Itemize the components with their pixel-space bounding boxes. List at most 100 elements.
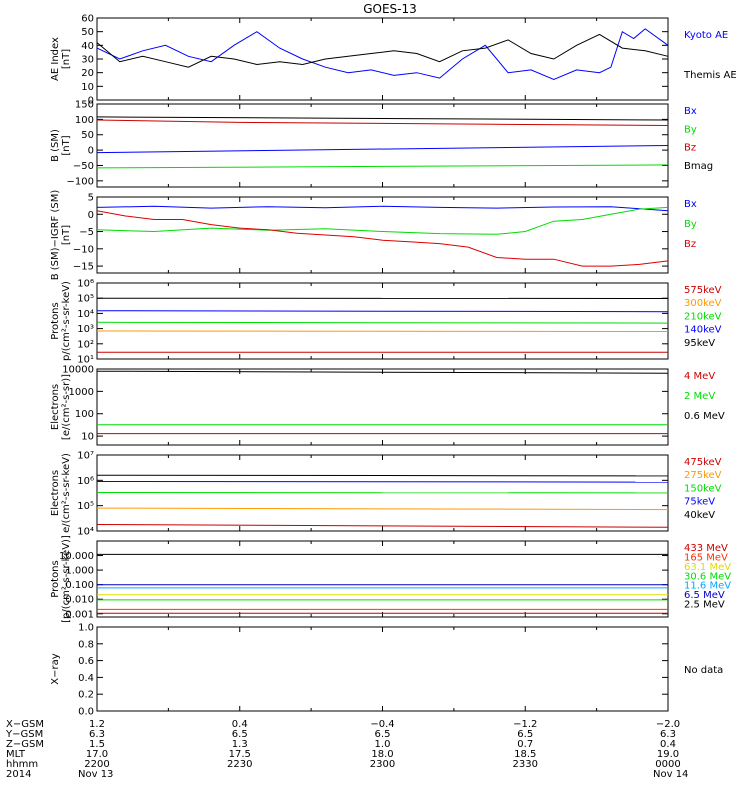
footer: X−GSMY−GSMZ−GSMMLThhmm20141.26.31.517.02…	[5, 719, 688, 780]
panel-protons_kev: 10¹ 10² 10³ 10⁴ 10⁵ 10⁶ Protons p/(cm²-s-sr-keV…	[50, 279, 722, 366]
footer-value: 1.0	[375, 739, 391, 750]
y-tick-label: 1.0	[78, 623, 94, 634]
legend-entry: 11.6 MeV	[684, 581, 731, 592]
legend-entry: By	[684, 124, 697, 135]
legend-entry: 140keV	[684, 325, 722, 336]
series-line-275kev	[96, 507, 669, 511]
y-axis-label: AE Index [nT]	[50, 37, 72, 81]
footer-row-label: X−GSM	[6, 719, 44, 730]
series-line-bz	[96, 210, 669, 267]
y-tick-label: 10	[81, 432, 94, 443]
y-axis-label-line1: AE Index	[50, 37, 61, 81]
footer-row-label: 2014	[6, 769, 31, 780]
y-tick-label: 10¹	[77, 355, 94, 366]
panel-frame	[96, 196, 669, 274]
footer-value: 0.4	[232, 719, 248, 730]
chart-title: GOES-13	[363, 2, 417, 16]
legend-entry: 150keV	[684, 483, 722, 494]
series-line-bmag	[96, 116, 669, 121]
y-axis-label-line1: Electrons	[50, 470, 61, 516]
footer-value: 6.3	[89, 729, 105, 740]
y-axis-label-line1: X−ray	[50, 653, 61, 684]
y-tick-label: 50	[81, 130, 94, 141]
y-tick-label: 150	[75, 100, 94, 111]
y-tick-label: 0.100	[65, 580, 94, 591]
y-axis-label-line1: B (SM)−IGRF (SM)	[50, 190, 61, 281]
legend-entry: Bx	[684, 199, 697, 210]
legend-entry: 433 MeV	[684, 543, 728, 554]
y-axis-label: X−ray	[50, 653, 61, 684]
footer-value: 1.2	[89, 719, 105, 730]
y-tick-label: 0.6	[78, 656, 94, 667]
y-tick-label: 0.0	[78, 707, 94, 718]
panel-frame	[96, 626, 669, 712]
y-tick-label: 0.010	[65, 595, 94, 606]
footer-value: 19.0	[657, 749, 679, 760]
y-tick-label: 0	[88, 96, 94, 107]
y-tick-label: −15	[73, 262, 94, 273]
y-tick-label: 10⁶	[77, 476, 94, 487]
series-line-140kev	[96, 310, 669, 313]
y-tick-label: 5	[88, 193, 94, 204]
series-line-bz	[96, 119, 669, 126]
panel-ae: 0 10 20 30 40 50 60 AE Index [nT] Kyoto AE Themis …	[50, 14, 737, 107]
y-tick-label: 10000	[62, 365, 94, 376]
series-line-kyoto-ae	[96, 28, 669, 81]
series-line-300kev	[96, 330, 669, 332]
y-axis-label-line2: [e/(cm²-s-sr)]	[61, 374, 72, 440]
footer-value: 18.5	[514, 749, 536, 760]
y-tick-label: 0.4	[78, 673, 94, 684]
y-axis-label: B (SM) [nT]	[50, 129, 72, 162]
y-axis-label-line1: B (SM)	[50, 129, 61, 162]
y-axis-label-line2: [nT]	[61, 135, 72, 155]
legend-entry: 30.6 MeV	[684, 571, 731, 582]
legend-entry: 2 MeV	[684, 391, 715, 402]
y-axis-label: B (SM)−IGRF (SM) [nT]	[50, 190, 72, 281]
footer-value: 17.5	[229, 749, 251, 760]
panel-frame	[96, 17, 669, 101]
y-axis-label: Electrons e/(cm²-s-sr-keV)	[50, 453, 72, 533]
footer-row-label: MLT	[6, 749, 26, 760]
y-tick-label: 0.2	[78, 690, 94, 701]
y-tick-label: 1000	[69, 387, 94, 398]
legend-entry: 300keV	[684, 298, 722, 309]
y-tick-label: 20	[81, 68, 94, 79]
series-line-themis-ae	[96, 33, 669, 68]
y-axis-label-line2: [nT]	[61, 225, 72, 245]
series-line-bx	[96, 145, 669, 154]
legend-entry: 575keV	[684, 285, 722, 296]
footer-value: 6.5	[375, 729, 391, 740]
y-tick-label: 10⁵	[77, 294, 94, 305]
y-tick-label: 0.001	[65, 609, 94, 620]
panel-bigrf: −15 −10 −5 0 5 B (SM)−IGRF (SM) [nT] Bx By Bz	[50, 190, 697, 281]
legend-entry: 95keV	[684, 338, 715, 349]
y-tick-label: 10²	[77, 339, 94, 350]
legend-entry: Bz	[684, 143, 696, 154]
y-tick-label: 30	[81, 55, 94, 66]
y-tick-label: 40	[81, 41, 94, 52]
legend-entry: By	[684, 219, 697, 230]
y-tick-label: 10⁶	[77, 279, 94, 290]
legend-entry: 2.5 MeV	[684, 600, 725, 611]
y-tick-label: 10⁴	[77, 309, 94, 320]
panel-frame	[96, 282, 669, 360]
series-line-210kev	[96, 321, 669, 324]
y-tick-label: −100	[67, 176, 94, 187]
y-tick-label: −10	[73, 244, 94, 255]
y-axis-label-line1: Electrons	[50, 384, 61, 430]
y-tick-label: 10⁷	[77, 451, 94, 462]
legend-entry: 40keV	[684, 510, 715, 521]
footer-value: 2300	[370, 759, 395, 770]
legend-entry: Kyoto AE	[684, 30, 728, 41]
y-tick-label: 1.000	[65, 566, 94, 577]
footer-value: 18.0	[371, 749, 393, 760]
footer-value: 2230	[227, 759, 252, 770]
footer-value: 0.4	[660, 739, 676, 750]
series-line-bx	[96, 205, 669, 212]
legend-entry: 275keV	[684, 470, 722, 481]
series-line-40kev	[96, 474, 669, 477]
legend-entry: 165 MeV	[684, 552, 728, 563]
